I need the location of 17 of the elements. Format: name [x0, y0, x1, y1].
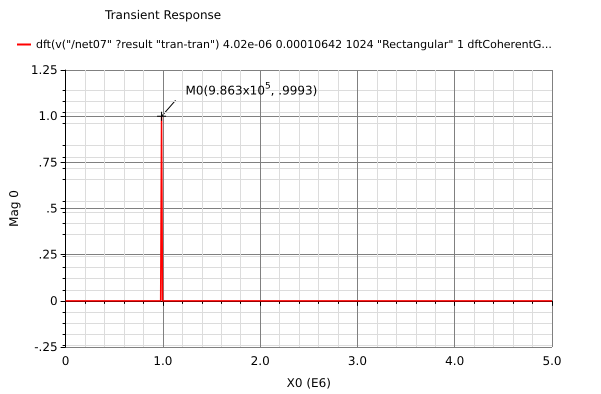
- y-tick-label: .25: [38, 248, 58, 262]
- y-tick-label: 0: [50, 294, 58, 308]
- y-tick-label: .75: [38, 155, 58, 170]
- x-tick-label: 4.0: [445, 354, 464, 368]
- y-tick-label: 1.25: [30, 63, 58, 77]
- y-tick-label: .5: [46, 202, 58, 216]
- y-tick-label: 1.0: [38, 109, 58, 124]
- x-tick-label: 3.0: [348, 354, 367, 368]
- chart-title: Transient Response: [104, 8, 222, 22]
- x-tick-label: 0: [62, 354, 70, 368]
- y-tick-label: -.25: [34, 340, 58, 354]
- y-axis-title: Mag 0: [7, 190, 21, 227]
- x-tick-label: 5.0: [542, 354, 562, 368]
- x-tick-label: 1.0: [153, 354, 172, 368]
- legend-label: dft(v("/net07" ?result "tran-tran") 4.02e-06 0.00010642 1024 "Rectangular" 1 dftCoherentG...: [36, 38, 552, 51]
- x-tick-label: 2.0: [250, 354, 270, 368]
- x-axis-title: X0 (E6): [286, 376, 331, 390]
